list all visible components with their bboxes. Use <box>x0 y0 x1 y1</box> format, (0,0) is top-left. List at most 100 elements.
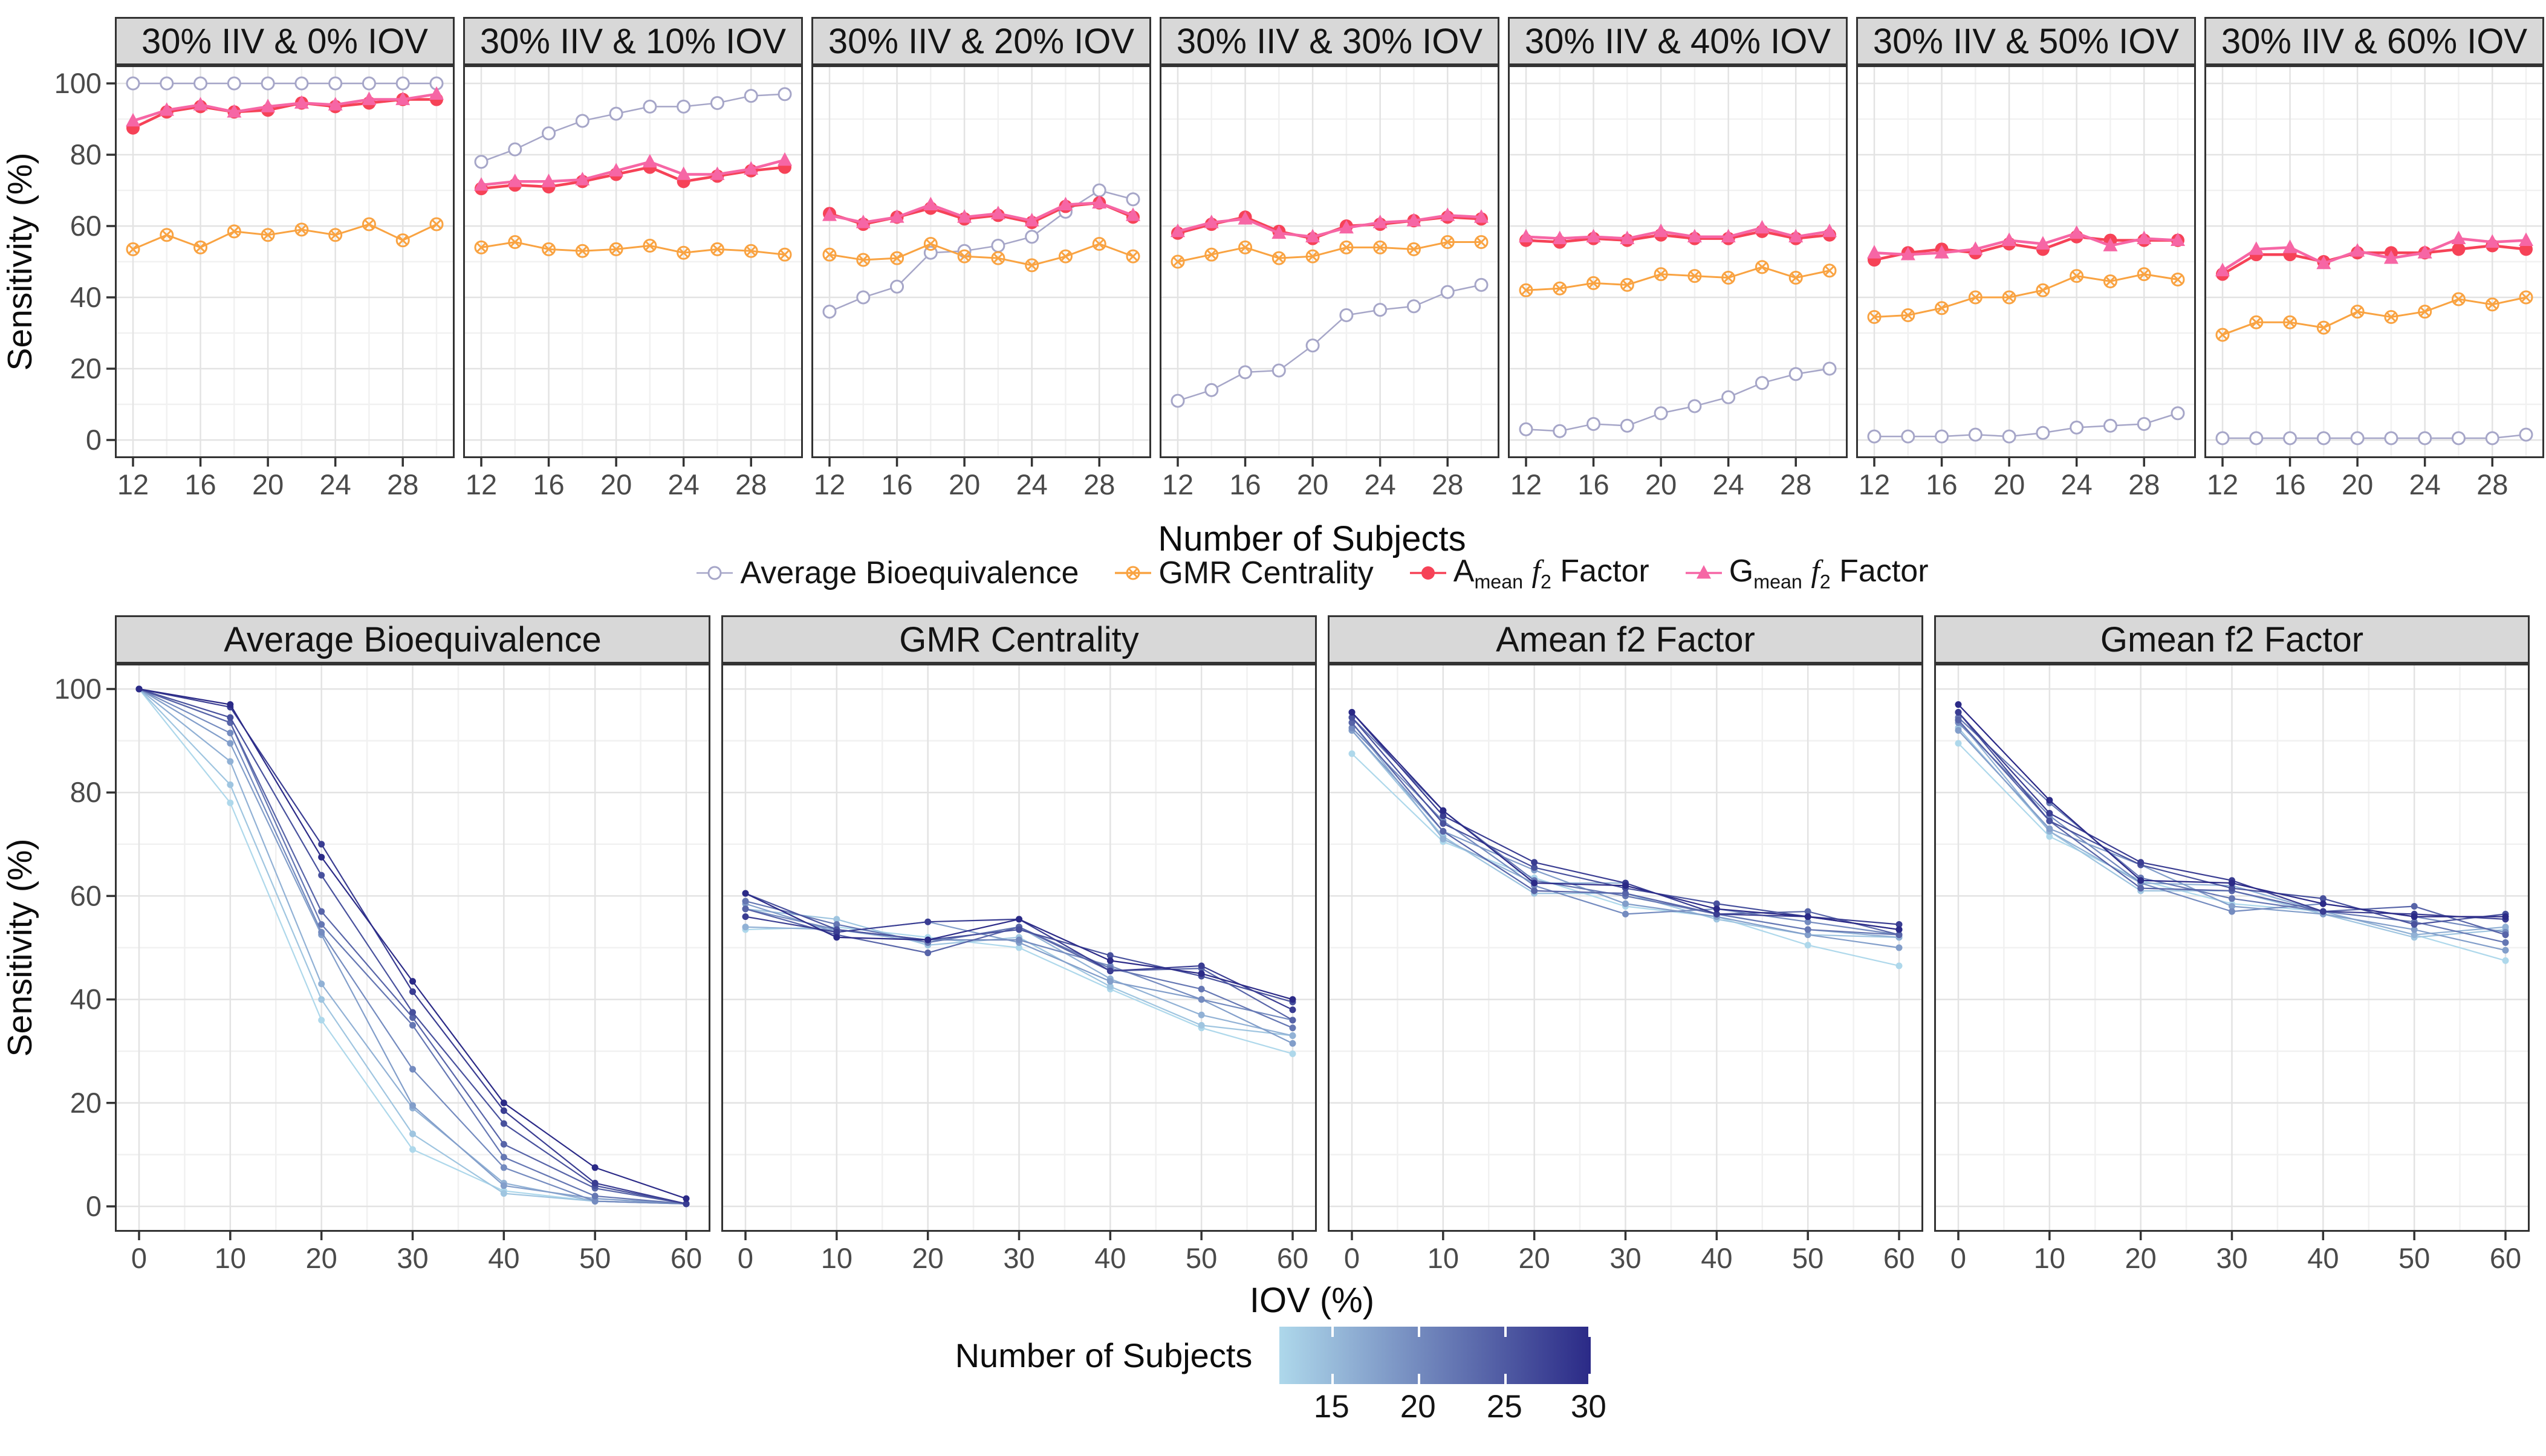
svg-text:12: 12 <box>1162 468 1193 500</box>
legend-label: Amean f2 Factor <box>1453 553 1649 593</box>
open-circle-icon <box>697 566 733 580</box>
colorbar-tick <box>1588 1327 1591 1337</box>
facet-strip-title: 30% IIV & 60% IOV <box>2204 17 2544 65</box>
svg-text:40: 40 <box>70 983 102 1015</box>
svg-text:16: 16 <box>2274 468 2305 500</box>
triangle-icon <box>1685 565 1722 579</box>
facet-strip-title: 30% IIV & 50% IOV <box>1856 17 2196 65</box>
svg-text:50: 50 <box>1792 1242 1823 1274</box>
svg-text:12: 12 <box>2207 468 2238 500</box>
svg-text:0: 0 <box>1344 1242 1360 1274</box>
facet-strip-title: Gmean f2 Factor <box>1934 615 2530 664</box>
svg-text:12: 12 <box>814 468 845 500</box>
svg-text:28: 28 <box>735 468 767 500</box>
svg-text:20: 20 <box>1297 468 1328 500</box>
svg-text:16: 16 <box>1577 468 1609 500</box>
bottom-facet-2: Amean f2 Factor 0 10 20 30 40 50 60 <box>1328 615 1923 1275</box>
svg-text:20: 20 <box>70 1087 102 1119</box>
facet-strip-title: Amean f2 Factor <box>1328 615 1923 664</box>
svg-text:28: 28 <box>1780 468 1811 500</box>
top-facet-3: 30% IIV & 30% IOV 12 16 20 24 28 <box>1160 17 1499 502</box>
colorbar-tick <box>1504 1374 1507 1384</box>
top-facet-panel: 12 16 20 24 28 <box>1856 65 2196 500</box>
top-facet-6: 30% IIV & 60% IOV 12 16 20 24 28 <box>2204 17 2544 502</box>
svg-text:20: 20 <box>2125 1242 2157 1274</box>
bottom-facet-row: 0 20 40 60 80 100 Sensitivity (%) Average Bioe… <box>0 615 2530 1275</box>
svg-text:50: 50 <box>579 1242 611 1274</box>
top-facet-panel: 12 16 20 24 28 <box>115 65 455 500</box>
svg-text:12: 12 <box>1510 468 1542 500</box>
svg-text:28: 28 <box>1432 468 1463 500</box>
top-facet-panel: 12 16 20 24 28 <box>811 65 1151 500</box>
svg-text:40: 40 <box>1094 1242 1126 1274</box>
top-facet-0: 30% IIV & 0% IOV 12 16 20 24 28 <box>115 17 455 502</box>
svg-text:0: 0 <box>1950 1242 1966 1274</box>
svg-text:16: 16 <box>1926 468 1957 500</box>
svg-text:12: 12 <box>117 468 149 500</box>
svg-text:40: 40 <box>1701 1242 1732 1274</box>
svg-text:10: 10 <box>2034 1242 2065 1274</box>
legend-item-amean: Amean f2 Factor <box>1409 553 1649 593</box>
svg-text:24: 24 <box>1016 468 1048 500</box>
svg-text:24: 24 <box>2409 468 2441 500</box>
svg-text:50: 50 <box>2398 1242 2430 1274</box>
svg-text:0: 0 <box>131 1242 147 1274</box>
svg-text:30: 30 <box>1003 1242 1034 1274</box>
top-facet-panel: 12 16 20 24 28 <box>1508 65 1848 500</box>
svg-text:28: 28 <box>2476 468 2508 500</box>
top-y-axis: 0 20 40 60 80 100 Sensitivity (%) <box>1 67 115 456</box>
svg-text:30: 30 <box>1609 1242 1641 1274</box>
colorbar-tick <box>1418 1374 1421 1384</box>
top-facet-5: 30% IIV & 50% IOV 12 16 20 24 28 <box>1856 17 2196 502</box>
colorbar-legend: Number of Subjects 15 20 25 30 <box>0 1327 2546 1448</box>
svg-text:40: 40 <box>70 281 102 313</box>
svg-text:40: 40 <box>2307 1242 2339 1274</box>
colorbar-label: Number of Subjects <box>955 1336 1253 1374</box>
facet-strip-title: 30% IIV & 10% IOV <box>463 17 803 65</box>
svg-text:10: 10 <box>1427 1242 1459 1274</box>
svg-text:20: 20 <box>70 352 102 384</box>
colorbar-tick <box>1504 1327 1507 1337</box>
method-legend: Average Bioequivalence GMR Centrality Amea… <box>115 549 2509 597</box>
colorbar-tick <box>1418 1327 1421 1337</box>
svg-text:Sensitivity (%): Sensitivity (%) <box>1 838 39 1056</box>
svg-text:20: 20 <box>1993 468 2025 500</box>
svg-text:20: 20 <box>1519 1242 1550 1274</box>
svg-text:80: 80 <box>70 776 102 808</box>
colorbar-tick-label: 30 <box>1570 1389 1606 1425</box>
svg-text:16: 16 <box>533 468 564 500</box>
svg-text:0: 0 <box>86 424 102 456</box>
bottom-facet-panel: 0 10 20 30 40 50 60 <box>115 664 710 1274</box>
bottom-panels: Average Bioequivalence 0 10 20 30 40 50 60 GMR C… <box>115 615 2530 1275</box>
svg-text:24: 24 <box>320 468 351 500</box>
bottom-facet-panel: 0 10 20 30 40 50 60 <box>1934 664 2530 1274</box>
svg-text:20: 20 <box>1645 468 1677 500</box>
bottom-facet-3: Gmean f2 Factor 0 10 20 30 40 50 60 <box>1934 615 2530 1275</box>
svg-text:20: 20 <box>912 1242 944 1274</box>
svg-text:10: 10 <box>215 1242 246 1274</box>
bottom-facet-0: Average Bioequivalence 0 10 20 30 40 50 60 <box>115 615 710 1275</box>
legend-label: GMR Centrality <box>1158 555 1374 590</box>
legend-item-gmr: GMR Centrality <box>1114 555 1374 591</box>
svg-text:20: 20 <box>600 468 632 500</box>
svg-text:16: 16 <box>881 468 912 500</box>
svg-text:50: 50 <box>1186 1242 1217 1274</box>
svg-text:60: 60 <box>70 210 102 242</box>
bottom-facet-1: GMR Centrality 0 10 20 30 40 50 60 <box>721 615 1317 1275</box>
circle-cross-icon <box>1115 566 1152 580</box>
svg-text:100: 100 <box>54 67 102 99</box>
svg-text:60: 60 <box>70 879 102 911</box>
bottom-y-axis: 0 20 40 60 80 100 Sensitivity (%) <box>1 673 115 1222</box>
colorbar-tick-label: 15 <box>1313 1389 1349 1425</box>
svg-text:20: 20 <box>949 468 980 500</box>
legend-item-gmean: Gmean f2 Factor <box>1684 553 1929 593</box>
top-x-axis-title: Number of Subjects <box>1158 519 1466 558</box>
facet-strip-title: GMR Centrality <box>721 615 1317 664</box>
svg-text:60: 60 <box>2490 1242 2521 1274</box>
svg-text:20: 20 <box>306 1242 337 1274</box>
svg-text:60: 60 <box>671 1242 702 1274</box>
bottom-facet-panel: 0 10 20 30 40 50 60 <box>1328 664 1923 1274</box>
top-facet-panel: 12 16 20 24 28 <box>1160 65 1499 500</box>
svg-text:0: 0 <box>86 1190 102 1222</box>
